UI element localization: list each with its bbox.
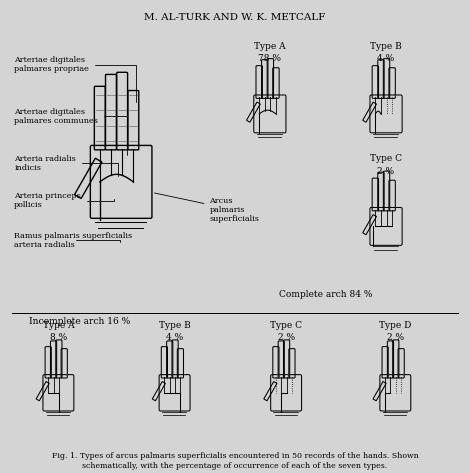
Text: Type A: Type A [254, 42, 286, 51]
Text: 2 %: 2 % [387, 333, 404, 342]
Text: M. AL-TURK AND W. K. METCALF: M. AL-TURK AND W. K. METCALF [144, 13, 326, 22]
Text: 2 %: 2 % [278, 333, 295, 342]
Text: Arteriae digitales
palmares propriae: Arteriae digitales palmares propriae [14, 56, 136, 102]
Text: 2 %: 2 % [377, 167, 395, 176]
Text: Arteria princeps
pollicis: Arteria princeps pollicis [14, 192, 114, 209]
Text: 78 %: 78 % [258, 54, 282, 63]
Text: Arcus
palmaris
superficialis: Arcus palmaris superficialis [155, 193, 259, 223]
Text: Incomplete arch 16 %: Incomplete arch 16 % [29, 317, 130, 326]
Text: Fig. 1. Types of arcus palmaris superficialis encountered in 50 records of the h: Fig. 1. Types of arcus palmaris superfic… [52, 452, 418, 460]
Text: Type B: Type B [159, 321, 190, 330]
Text: Arteriae digitales
palmares communes: Arteriae digitales palmares communes [14, 108, 127, 155]
Text: 4 %: 4 % [166, 333, 183, 342]
Text: 8 %: 8 % [50, 333, 67, 342]
Text: Complete arch 84 %: Complete arch 84 % [279, 290, 372, 299]
Text: Type D: Type D [379, 321, 412, 330]
Text: 4 %: 4 % [377, 54, 395, 63]
Text: Type B: Type B [370, 42, 402, 51]
Text: Type C: Type C [370, 154, 402, 163]
Text: Ramus palmaris superficialis
arteria radialis: Ramus palmaris superficialis arteria rad… [14, 232, 133, 249]
Text: Arteria radialis
indicis: Arteria radialis indicis [14, 155, 118, 175]
Text: schematically, with the percentage of occurrence of each of the seven types.: schematically, with the percentage of oc… [82, 462, 388, 470]
Text: Type C: Type C [270, 321, 302, 330]
Text: Type A: Type A [43, 321, 74, 330]
